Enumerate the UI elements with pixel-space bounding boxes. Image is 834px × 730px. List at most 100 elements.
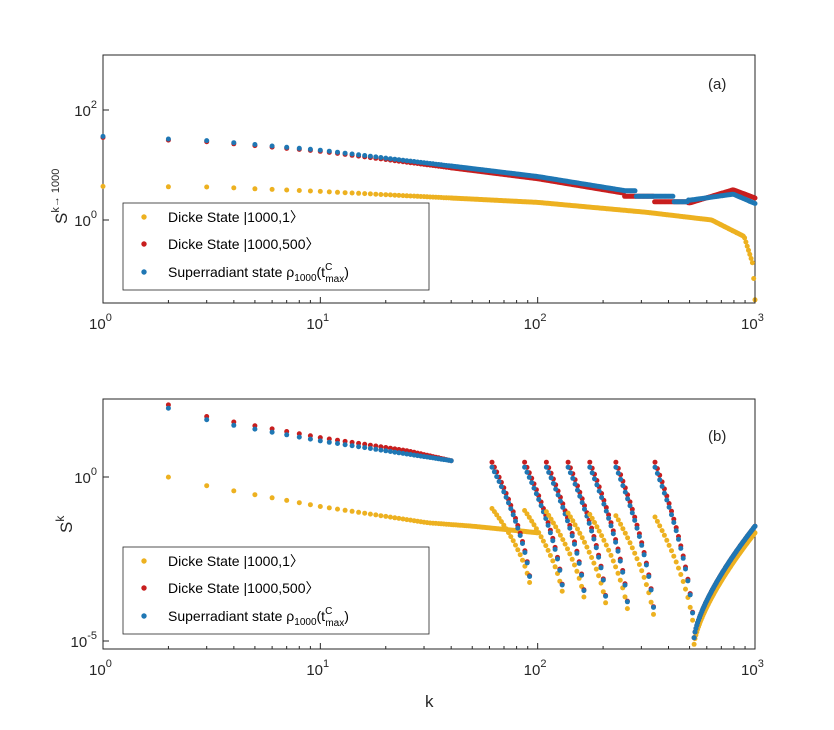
- mark-b-dicke_1: [603, 542, 609, 548]
- mark-b-dicke_1: [367, 511, 373, 517]
- mark-a-dicke_1: [392, 192, 398, 198]
- mark-b-superradiant: [634, 525, 640, 531]
- mark-a-superradiant: [632, 188, 638, 194]
- mark-b-dicke_1: [622, 530, 628, 536]
- mark-a-superradiant: [252, 142, 258, 147]
- mark-a-superradiant: [752, 201, 758, 206]
- mark-b-dicke_1: [526, 514, 532, 520]
- mark-b-dicke_1: [577, 530, 583, 536]
- mark-b-dicke_1: [508, 534, 514, 540]
- mark-b-superradiant: [448, 458, 454, 464]
- mark-b-superradiant: [615, 548, 621, 554]
- mark-a-dicke_1: [746, 247, 751, 253]
- mark-b-superradiant: [510, 512, 516, 518]
- mark-b-superradiant: [546, 469, 552, 475]
- mark-b-dicke_1: [165, 474, 171, 480]
- mark-b-superradiant: [575, 487, 580, 493]
- mark-b-dicke_1: [269, 495, 275, 501]
- mark-b-superradiant: [489, 464, 495, 470]
- mark-b-dicke_1: [643, 582, 649, 588]
- mark-b-dicke_1: [664, 537, 670, 543]
- mark-b-dicke_1: [624, 606, 630, 612]
- legend-sr-b-mid: (t: [317, 608, 326, 624]
- mark-b-superradiant: [643, 562, 649, 568]
- mark-b-dicke_500: [522, 459, 528, 465]
- mark-b-superradiant: [657, 477, 663, 483]
- legend-sr-a-post: ): [344, 264, 349, 280]
- mark-a-dicke_1: [744, 243, 750, 249]
- legend-label-dicke-500-b: Dicke State |1000,500〉: [168, 580, 320, 596]
- mark-a-dicke_1: [335, 189, 340, 195]
- mark-a-dicke_1: [307, 188, 313, 194]
- mark-b-dicke_1: [641, 574, 647, 580]
- mark-b-dicke_1: [552, 564, 558, 570]
- mark-b-superradiant: [536, 497, 542, 502]
- mark-b-superradiant: [557, 498, 563, 504]
- mark-b-superradiant: [335, 441, 340, 446]
- mark-b-superradiant: [581, 588, 587, 594]
- mark-b-superradiant: [598, 565, 604, 571]
- mark-b-dicke_1: [596, 573, 602, 579]
- mark-b-superradiant: [231, 422, 237, 428]
- mark-b-dicke_1: [349, 508, 355, 514]
- mark-a-dicke_1: [165, 184, 171, 190]
- mark-a-dicke_1: [748, 256, 754, 261]
- mark-b-superradiant: [522, 464, 528, 470]
- mark-b-superradiant: [752, 523, 758, 529]
- mark-b-superradiant: [524, 469, 530, 475]
- mark-b-dicke_1: [284, 497, 290, 503]
- mark-a-dicke_1: [356, 190, 362, 196]
- mark-b-superradiant: [673, 528, 679, 534]
- mark-b-superradiant: [683, 566, 688, 572]
- mark-b-superradiant: [517, 533, 523, 538]
- mark-b-superradiant: [669, 512, 674, 518]
- mark-b-dicke_1: [579, 535, 585, 541]
- mark-b-superradiant: [342, 442, 348, 448]
- mark-b-superradiant: [269, 429, 275, 435]
- mark-b-superradiant: [574, 550, 580, 556]
- xtick-label-b-3: 103: [741, 658, 764, 679]
- mark-b-superradiant: [326, 439, 332, 445]
- mark-b-dicke_1: [572, 522, 578, 528]
- mark-b-dicke_1: [529, 518, 535, 524]
- mark-b-dicke_1: [204, 483, 210, 489]
- mark-b-dicke_1: [636, 562, 642, 567]
- mark-b-superradiant: [589, 528, 595, 534]
- mark-b-dicke_1: [575, 526, 580, 532]
- mark-b-dicke_1: [584, 544, 590, 550]
- mark-b-superradiant: [576, 560, 582, 566]
- mark-b-superradiant: [639, 542, 645, 548]
- mark-b-dicke_1: [651, 611, 656, 617]
- mark-b-superradiant: [508, 506, 514, 512]
- mark-a-dicke_1: [400, 193, 406, 199]
- mark-b-dicke_1: [582, 539, 587, 545]
- mark-a-dicke_1: [252, 186, 258, 192]
- mark-b-dicke_1: [553, 524, 559, 530]
- mark-b-superradiant: [608, 523, 614, 529]
- legend-sr-a-sub2: max: [325, 274, 344, 285]
- mark-b-superradiant: [296, 434, 302, 440]
- mark-b-superradiant: [526, 474, 532, 480]
- mark-b-dicke_1: [618, 521, 624, 527]
- mark-a-dicke_1: [742, 235, 748, 241]
- mark-b-superradiant: [617, 558, 623, 564]
- xtick-label-a-1: 101: [306, 312, 329, 333]
- mark-b-dicke_1: [296, 500, 302, 506]
- mark-b-superradiant: [367, 446, 373, 451]
- mark-b-superradiant: [690, 610, 696, 616]
- mark-b-dicke_1: [520, 557, 525, 563]
- mark-b-superradiant: [685, 578, 691, 584]
- mark-b-superradiant: [651, 604, 656, 610]
- legend-sr-b-sub1: 1000: [294, 617, 317, 628]
- mark-b-dicke_1: [678, 572, 684, 577]
- mark-a-dicke_1: [269, 186, 275, 192]
- mark-b-superradiant: [349, 443, 355, 449]
- legend-marker-superradiant-b: [141, 613, 147, 619]
- mark-b-dicke_1: [599, 533, 605, 539]
- mark-b-superradiant: [676, 536, 681, 542]
- mark-b-superradiant: [582, 506, 587, 512]
- mark-b-superradiant: [567, 470, 573, 476]
- mark-b-dicke_1: [687, 604, 693, 610]
- mark-b-superradiant: [687, 592, 693, 598]
- legend-label-superradiant-b: Superradiant state ρ1000(tC max): [168, 606, 349, 629]
